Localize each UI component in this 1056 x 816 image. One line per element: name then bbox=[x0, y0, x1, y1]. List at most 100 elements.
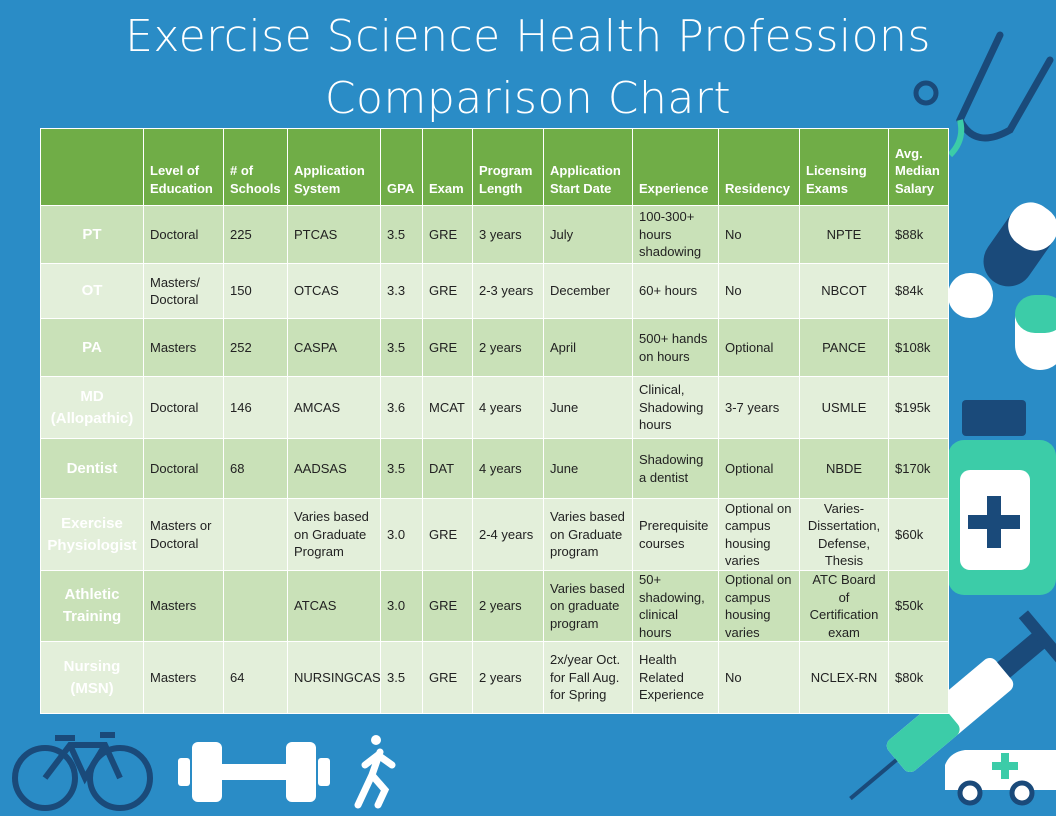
table-cell: 2 years bbox=[472, 570, 544, 642]
table-cell: GRE bbox=[422, 570, 473, 642]
table-cell: $170k bbox=[888, 438, 949, 499]
table-cell: GRE bbox=[422, 498, 473, 571]
table-cell: 225 bbox=[223, 205, 288, 264]
ambulance bbox=[945, 750, 1056, 806]
table-cell: NBCOT bbox=[799, 263, 889, 319]
table-cell: NBDE bbox=[799, 438, 889, 499]
table-cell: No bbox=[718, 641, 800, 714]
table-cell: Doctoral bbox=[143, 205, 224, 264]
stethoscope-head bbox=[913, 80, 939, 106]
table-cell: Masters/ Doctoral bbox=[143, 263, 224, 319]
stethoscope-tube bbox=[947, 119, 965, 158]
table-cell: Varies- Dissertation, Defense, Thesis bbox=[799, 498, 889, 571]
table-row: Exercise Physiologist Masters or Doctoral… bbox=[40, 498, 949, 571]
row-header: PA bbox=[40, 318, 144, 377]
dumbbell bbox=[178, 742, 330, 802]
table-cell: DAT bbox=[422, 438, 473, 499]
header-cell: # of Schools bbox=[223, 128, 288, 206]
row-header: Exercise Physiologist bbox=[40, 498, 144, 571]
table-cell: 64 bbox=[223, 641, 288, 714]
table-row: Athletic Training Masters ATCAS 3.0 GRE 2 yea… bbox=[40, 570, 949, 642]
row-header: Dentist bbox=[40, 438, 144, 499]
table-row: MD (Allopathic) Doctoral 146 AMCAS 3.6 MCAT 4 … bbox=[40, 376, 949, 439]
table-cell: CASPA bbox=[287, 318, 381, 377]
comparison-table: Level of Education # of Schools Applicatio… bbox=[40, 128, 949, 714]
table-cell: Health Related Experience bbox=[632, 641, 719, 714]
table-cell: 3.3 bbox=[380, 263, 423, 319]
table-cell: 2 years bbox=[472, 641, 544, 714]
table-cell: PTCAS bbox=[287, 205, 381, 264]
table-cell: 3.5 bbox=[380, 438, 423, 499]
table-cell: June bbox=[543, 376, 633, 439]
row-header: Nursing (MSN) bbox=[40, 641, 144, 714]
table-cell: 3.5 bbox=[380, 205, 423, 264]
table-row: Dentist Doctoral 68 AADSAS 3.5 DAT 4 years June… bbox=[40, 438, 949, 499]
table-cell: GRE bbox=[422, 318, 473, 377]
table-cell: No bbox=[718, 205, 800, 264]
table-cell: ATC Board of Certification exam bbox=[799, 570, 889, 642]
table-cell: 146 bbox=[223, 376, 288, 439]
table-cell: 50+ shadowing, clinical hours bbox=[632, 570, 719, 642]
table-cell: Varies based on Graduate Program bbox=[287, 498, 381, 571]
table-cell: 2-3 years bbox=[472, 263, 544, 319]
header-cell: Licensing Exams bbox=[799, 128, 889, 206]
table-cell: Prerequisite courses bbox=[632, 498, 719, 571]
table-cell: $108k bbox=[888, 318, 949, 377]
table-cell: Masters bbox=[143, 641, 224, 714]
header-cell: Program Length bbox=[472, 128, 544, 206]
table-cell: 68 bbox=[223, 438, 288, 499]
medicine-bottle bbox=[948, 400, 1056, 595]
table-cell: Doctoral bbox=[143, 438, 224, 499]
table-row: Nursing (MSN) Masters 64 NURSINGCAS 3.5 GRE 2 … bbox=[40, 641, 949, 714]
table-row: PT Doctoral 225 PTCAS 3.5 GRE 3 years July 100-3… bbox=[40, 205, 949, 264]
table-cell: Varies based on graduate program bbox=[543, 570, 633, 642]
table-cell: 2 years bbox=[472, 318, 544, 377]
table-cell: 3.5 bbox=[380, 641, 423, 714]
table-cell: AADSAS bbox=[287, 438, 381, 499]
table-cell: June bbox=[543, 438, 633, 499]
row-header: MD (Allopathic) bbox=[40, 376, 144, 439]
table-cell: 150 bbox=[223, 263, 288, 319]
table-cell: 100-300+ hours shadowing bbox=[632, 205, 719, 264]
header-cell: Experience bbox=[632, 128, 719, 206]
pills bbox=[948, 202, 1056, 370]
table-cell: 4 years bbox=[472, 376, 544, 439]
title: Exercise Science Health Professions Comp… bbox=[125, 11, 931, 124]
header-cell: Residency bbox=[718, 128, 800, 206]
table-cell: $50k bbox=[888, 570, 949, 642]
table-cell: $88k bbox=[888, 205, 949, 264]
table-cell: 3-7 years bbox=[718, 376, 800, 439]
table-cell: GRE bbox=[422, 641, 473, 714]
runner bbox=[354, 735, 396, 809]
table-cell: Optional on campus housing varies bbox=[718, 570, 800, 642]
table-cell: July bbox=[543, 205, 633, 264]
table-cell: GRE bbox=[422, 205, 473, 264]
table-cell bbox=[223, 498, 288, 571]
table-cell: Masters or Doctoral bbox=[143, 498, 224, 571]
table-cell: Varies based on Graduate program bbox=[543, 498, 633, 571]
table-cell bbox=[223, 570, 288, 642]
table-cell: 3.0 bbox=[380, 570, 423, 642]
table-cell: Optional bbox=[718, 318, 800, 377]
header-cell: Exam bbox=[422, 128, 473, 206]
table-cell: Clinical, Shadowing hours bbox=[632, 376, 719, 439]
table-row: OT Masters/ Doctoral 150 OTCAS 3.3 GRE 2-3 yea… bbox=[40, 263, 949, 319]
table-cell: 2-4 years bbox=[472, 498, 544, 571]
table-cell: 3.6 bbox=[380, 376, 423, 439]
table-cell: $60k bbox=[888, 498, 949, 571]
table-cell: 2x/year Oct. for Fall Aug. for Spring bbox=[543, 641, 633, 714]
table-cell: Optional bbox=[718, 438, 800, 499]
table-cell: AMCAS bbox=[287, 376, 381, 439]
table-cell: NCLEX-RN bbox=[799, 641, 889, 714]
table-cell: No bbox=[718, 263, 800, 319]
table-cell: PANCE bbox=[799, 318, 889, 377]
header-cell: Avg. Median Salary bbox=[888, 128, 949, 206]
header-cell: Application System bbox=[287, 128, 381, 206]
table-cell: 3.0 bbox=[380, 498, 423, 571]
table-cell: Masters bbox=[143, 318, 224, 377]
table-row: PA Masters 252 CASPA 3.5 GRE 2 years April 500+ … bbox=[40, 318, 949, 377]
table-cell: $84k bbox=[888, 263, 949, 319]
bicycle bbox=[12, 732, 153, 811]
table-cell: USMLE bbox=[799, 376, 889, 439]
